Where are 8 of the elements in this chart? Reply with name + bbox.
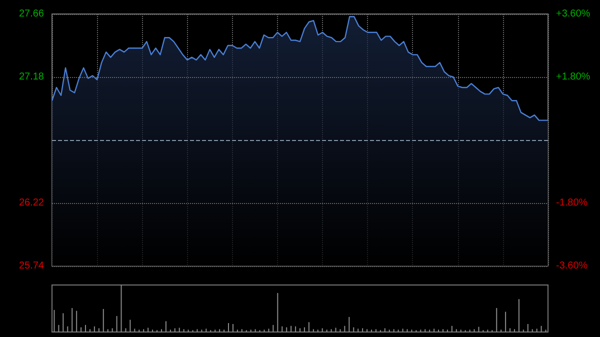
- y-tick-label: 27.66: [18, 8, 44, 20]
- y-tick-label: 27.18: [18, 72, 44, 82]
- y2-tick-label: +1.80%: [556, 72, 590, 82]
- y-tick-label: 25.74: [18, 260, 44, 272]
- y2-tick-label: +3.60%: [556, 8, 590, 20]
- y-tick-label: 26.22: [18, 198, 44, 208]
- y2-tick-label: -1.80%: [556, 198, 588, 208]
- y2-tick-label: -3.60%: [556, 260, 588, 272]
